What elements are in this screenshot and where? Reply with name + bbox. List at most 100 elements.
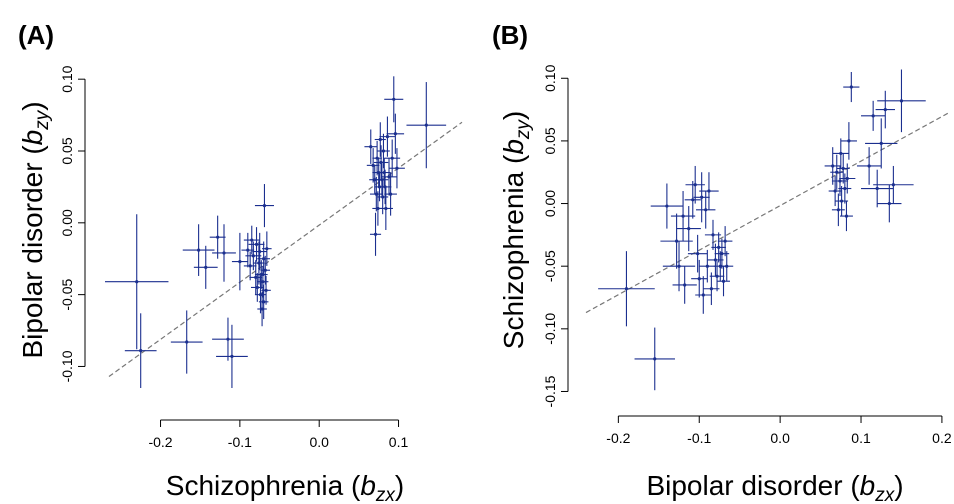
data-point	[672, 266, 697, 304]
x-tick-label: -0.1	[228, 434, 252, 450]
point-marker	[378, 137, 382, 142]
data-point	[873, 165, 914, 204]
x-tick-label: -0.1	[687, 430, 711, 446]
point-marker	[693, 183, 697, 187]
data-point	[170, 310, 203, 374]
y-tick-label: 0.10	[542, 64, 558, 91]
point-marker	[387, 175, 391, 179]
point-marker	[841, 166, 845, 171]
data-point	[696, 191, 716, 229]
point-marker	[381, 195, 385, 199]
point-marker	[721, 279, 726, 283]
point-marker	[683, 283, 687, 287]
data-point	[386, 113, 405, 154]
point-marker	[831, 164, 835, 168]
point-marker	[395, 166, 399, 170]
data-point	[373, 145, 389, 180]
x-tick-label: 0.0	[309, 434, 329, 450]
point-marker	[696, 252, 700, 256]
point-marker	[379, 160, 383, 165]
point-marker	[833, 189, 837, 193]
data-point	[193, 245, 218, 289]
data-point	[105, 214, 169, 350]
point-marker	[887, 201, 891, 206]
point-marker	[262, 300, 266, 304]
point-marker	[713, 258, 718, 262]
point-marker	[375, 156, 379, 160]
data-point	[875, 90, 895, 129]
panel-a: (A) -0.2 -0.1 0.0 0.1 -0.10 -0.05 0.00 0.05 0.10 S…	[17, 20, 463, 504]
point-marker	[369, 145, 373, 149]
point-marker	[263, 268, 267, 272]
data-point	[843, 72, 860, 103]
data-point	[670, 191, 696, 242]
data-point	[372, 140, 382, 176]
point-marker	[839, 151, 843, 156]
point-marker	[238, 260, 242, 264]
data-point	[687, 234, 708, 273]
point-marker	[720, 252, 724, 256]
point-marker	[251, 254, 255, 258]
data-point	[684, 180, 701, 219]
data-point	[379, 116, 396, 157]
point-marker	[226, 337, 230, 341]
data-point	[124, 313, 157, 388]
point-marker	[185, 340, 189, 344]
point-marker	[392, 97, 396, 101]
point-marker	[725, 264, 729, 268]
point-marker	[624, 287, 629, 291]
data-point	[662, 241, 696, 292]
point-marker	[262, 257, 266, 261]
point-marker	[891, 183, 895, 187]
data-point	[839, 163, 856, 194]
point-marker	[248, 264, 252, 268]
point-marker	[700, 195, 704, 199]
point-marker	[216, 235, 220, 239]
data-point	[840, 122, 857, 160]
point-marker	[393, 132, 397, 136]
data-point	[369, 212, 382, 256]
point-marker	[254, 242, 259, 246]
point-marker	[374, 192, 378, 196]
data-point	[248, 227, 265, 262]
point-marker	[261, 280, 265, 284]
data-point	[257, 291, 267, 327]
data-point	[660, 213, 693, 269]
point-marker	[704, 208, 708, 212]
point-marker	[871, 114, 875, 118]
y-tick-label: -0.10	[59, 350, 75, 382]
data-point	[216, 324, 248, 388]
point-marker	[845, 176, 849, 181]
data-point	[691, 259, 708, 298]
data-point	[634, 327, 675, 391]
point-marker	[838, 179, 842, 183]
point-marker	[879, 141, 883, 146]
point-marker	[875, 186, 879, 191]
x-tick-label: 0.0	[770, 430, 790, 446]
point-marker	[665, 204, 669, 208]
point-marker	[373, 178, 377, 182]
point-marker	[723, 239, 727, 243]
y-tick-label: 0.05	[59, 137, 75, 164]
data-point	[695, 276, 712, 314]
point-marker	[840, 199, 844, 203]
data-point	[212, 224, 236, 282]
point-marker	[390, 156, 394, 160]
y-tick-label: 0.10	[59, 65, 75, 92]
data-point	[369, 176, 383, 212]
data-point	[831, 193, 845, 227]
fit-line	[585, 111, 951, 314]
data-point	[865, 118, 898, 169]
point-marker	[707, 189, 711, 193]
data-point	[212, 317, 244, 361]
point-marker	[258, 249, 262, 254]
data-point	[254, 184, 274, 228]
point-marker	[687, 227, 691, 231]
point-marker	[715, 274, 719, 278]
x-axis-title: Schizophrenia (bzx)	[166, 470, 404, 504]
point-marker	[204, 265, 208, 269]
data-point	[260, 255, 271, 285]
data-point	[877, 69, 926, 133]
data-point	[856, 147, 882, 185]
